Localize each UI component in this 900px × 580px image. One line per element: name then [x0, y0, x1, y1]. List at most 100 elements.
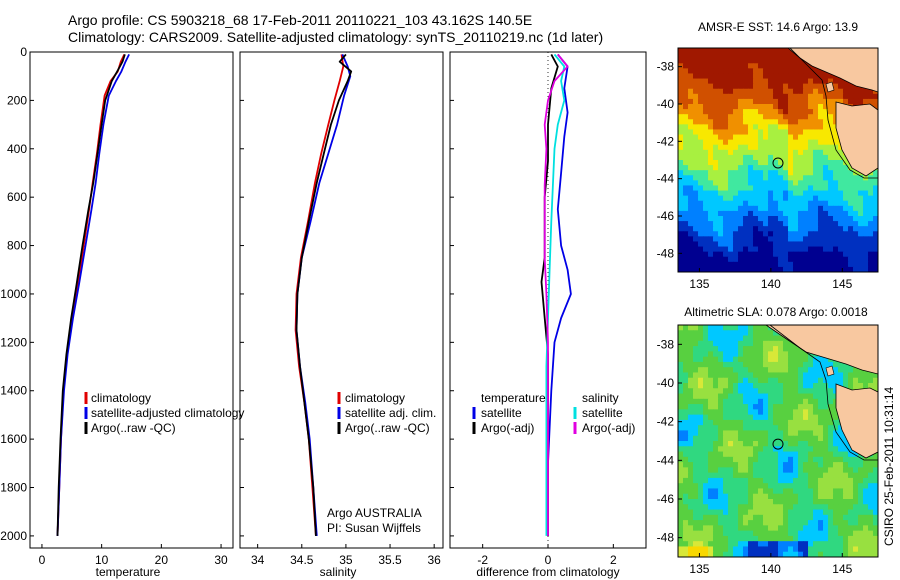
heatmap-cell — [678, 409, 684, 416]
heatmap-cell — [838, 251, 844, 258]
heatmap-cell — [763, 414, 769, 421]
heatmap-cell — [753, 462, 759, 468]
heatmap-cell — [728, 441, 734, 447]
heatmap-cell — [678, 325, 684, 331]
heatmap-cell — [753, 398, 759, 405]
heatmap-cell — [818, 185, 824, 192]
heatmap-cell — [728, 404, 734, 410]
heatmap-cell — [678, 114, 684, 120]
heatmap-cell — [713, 139, 719, 146]
heatmap-cell — [833, 372, 839, 379]
heatmap-cell — [753, 467, 759, 474]
heatmap-cell — [793, 372, 799, 379]
heatmap-cell — [868, 462, 874, 468]
heatmap-cell — [768, 251, 774, 258]
heatmap-cell — [773, 48, 779, 54]
heatmap-cell — [733, 419, 739, 426]
heatmap-cell — [773, 467, 779, 474]
heatmap-cell — [768, 414, 774, 421]
heatmap-cell — [683, 551, 689, 557]
figure-title-line2: Climatology: CARS2009. Satellite-adjuste… — [68, 29, 603, 45]
heatmap-cell — [718, 53, 724, 59]
heatmap-cell — [708, 472, 714, 479]
heatmap-cell — [773, 236, 779, 243]
heatmap-cell — [733, 73, 739, 80]
heatmap-cell — [833, 144, 839, 151]
heatmap-cell — [738, 525, 744, 532]
heatmap-cell — [758, 190, 764, 197]
heatmap-cell — [813, 83, 819, 90]
heatmap-cell — [748, 53, 754, 59]
heatmap-cell — [688, 241, 694, 248]
heatmap-cell — [718, 488, 724, 495]
heatmap-cell — [713, 509, 719, 516]
heatmap-cell — [853, 175, 859, 181]
heatmap-cell — [763, 335, 769, 342]
heatmap-cell — [793, 53, 799, 59]
heatmap-cell — [733, 520, 739, 526]
heatmap-cell — [708, 409, 714, 416]
heatmap-cell — [773, 351, 779, 358]
heatmap-cell — [773, 388, 779, 395]
heatmap-cell — [728, 530, 734, 537]
heatmap-cell — [733, 139, 739, 146]
heatmap-cell — [763, 149, 769, 156]
heatmap-cell — [818, 231, 824, 237]
heatmap-cell — [713, 124, 719, 131]
heatmap-cell — [678, 73, 684, 80]
heatmap-cell — [718, 154, 724, 161]
heatmap-cell — [793, 63, 799, 69]
heatmap-cell — [703, 551, 709, 557]
sla-map-title: Altimetric SLA: 0.078 Argo: 0.0018 — [684, 305, 868, 319]
heatmap-cell — [678, 393, 684, 400]
heatmap-cell — [808, 430, 814, 437]
heatmap-cell — [733, 356, 739, 363]
heatmap-cell — [703, 535, 709, 542]
heatmap-cell — [863, 93, 869, 100]
heatmap-cell — [703, 139, 709, 146]
heatmap-cell — [788, 346, 794, 352]
heatmap-cell — [723, 441, 729, 447]
heatmap-cell — [698, 190, 704, 197]
heatmap-cell — [868, 467, 874, 474]
heatmap-cell — [753, 78, 759, 85]
heatmap-cell — [773, 104, 779, 110]
heatmap-cell — [723, 388, 729, 395]
heatmap-cell — [728, 160, 734, 166]
heatmap-cell — [688, 530, 694, 537]
heatmap-cell — [838, 93, 844, 100]
heatmap-cell — [768, 541, 774, 548]
heatmap-cell — [728, 241, 734, 248]
heatmap-cell — [818, 419, 824, 426]
heatmap-cell — [738, 83, 744, 90]
heatmap-cell — [793, 530, 799, 537]
heatmap-cell — [803, 551, 809, 557]
heatmap-cell — [783, 351, 789, 358]
heatmap-cell — [723, 251, 729, 258]
heatmap-cell — [848, 472, 854, 479]
heatmap-cell — [753, 483, 759, 490]
heatmap-cell — [808, 535, 814, 542]
heatmap-cell — [858, 185, 864, 192]
heatmap-cell — [773, 73, 779, 80]
heatmap-cell — [768, 377, 774, 384]
heatmap-cell — [828, 124, 834, 131]
heatmap-cell — [683, 493, 689, 500]
heatmap-cell — [803, 78, 809, 85]
heatmap-cell — [868, 246, 874, 253]
heatmap-cell — [753, 104, 759, 110]
heatmap-cell — [793, 509, 799, 516]
heatmap-cell — [758, 160, 764, 166]
heatmap-cell — [703, 388, 709, 395]
heatmap-cell — [803, 256, 809, 263]
heatmap-cell — [783, 83, 789, 90]
heatmap-cell — [803, 134, 809, 141]
heatmap-cell — [818, 488, 824, 495]
heatmap-cell — [853, 472, 859, 479]
heatmap-cell — [683, 520, 689, 526]
heatmap-cell — [758, 114, 764, 120]
heatmap-cell — [778, 139, 784, 146]
heatmap-cell — [688, 170, 694, 176]
heatmap-cell — [833, 361, 839, 368]
difference-legend-temperature-header: temperature — [481, 391, 546, 405]
